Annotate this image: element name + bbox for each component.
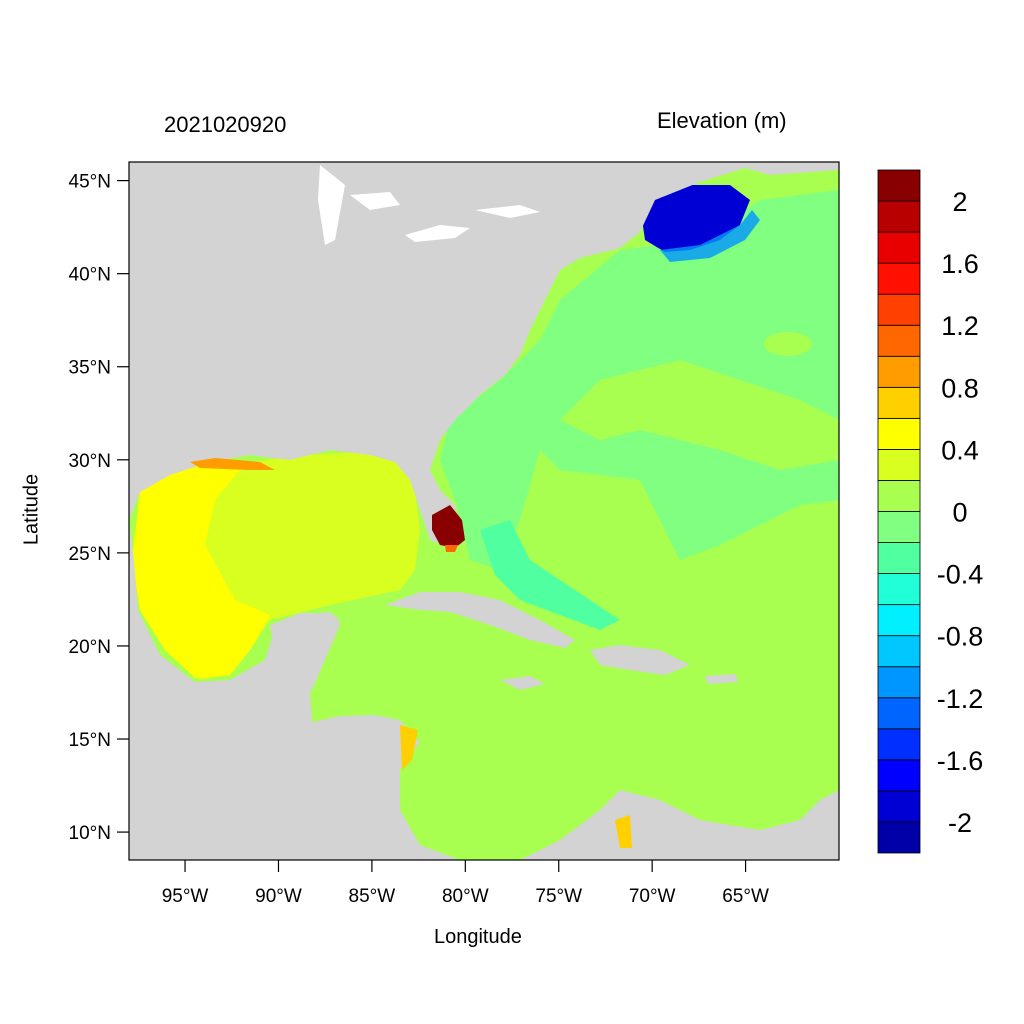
honduras-coast-high (400, 725, 418, 770)
x-tick-label: 80°W (442, 886, 489, 907)
y-tick-label: 40°N (69, 265, 111, 286)
yucatan-land (270, 613, 340, 690)
variable-label: Elevation (m) (657, 108, 787, 133)
colorbar-swatch (877, 293, 921, 326)
great-lakes (318, 165, 540, 245)
colorbar-swatch (877, 573, 921, 606)
x-ticks: 95°W 90°W 85°W 80°W 75°W 70°W 65°W (162, 860, 769, 907)
colorbar-swatch (877, 355, 921, 388)
colorbar-label: 1.2 (941, 311, 979, 341)
louisiana-coast-high (190, 458, 275, 470)
y-tick-label: 25°N (69, 544, 111, 565)
jamaica-land (500, 676, 545, 690)
colorbar-swatch (877, 511, 921, 543)
colorbar-label: -0.8 (937, 622, 984, 652)
date-label: 2021020920 (164, 112, 287, 137)
colorbar-swatch (877, 604, 921, 637)
colorbar-swatch (877, 790, 921, 823)
gulf-of-maine-edge (660, 210, 760, 262)
y-tick-label: 30°N (69, 451, 111, 472)
x-tick-label: 75°W (535, 886, 582, 907)
colorbar-swatch (877, 449, 921, 481)
colorbar-swatch (877, 200, 921, 233)
venezuela-coast-high (615, 815, 632, 848)
map-frame (128, 161, 840, 861)
y-tick-label: 10°N (69, 823, 111, 844)
colorbar-label: 2 (952, 187, 967, 217)
colorbar-swatch (877, 480, 921, 512)
colorbar-swatch (877, 386, 921, 419)
colorbar-swatch (877, 417, 921, 450)
atlantic-patch-east (764, 332, 812, 356)
colorbar-swatch (877, 697, 921, 730)
cuba-land (385, 592, 575, 648)
colorbar-label: -2 (948, 808, 972, 838)
colorbar-swatch (877, 821, 921, 854)
colorbar-swatch (877, 262, 921, 295)
colorbar-swatch (877, 542, 921, 574)
bahamas-region (480, 520, 620, 630)
y-tick-label: 15°N (69, 730, 111, 751)
x-tick-label: 90°W (255, 886, 302, 907)
colorbar-label: 0.8 (941, 373, 979, 403)
y-tick-label: 45°N (69, 172, 111, 193)
colorbar-label: 1.6 (941, 249, 979, 279)
colorbar-label: 0.4 (941, 435, 979, 465)
colorbar-swatch (877, 635, 921, 668)
colorbar-swatch (877, 231, 921, 264)
colorbar-label: -1.2 (937, 684, 984, 714)
y-ticks: 45°N 40°N 35°N 30°N 25°N 20°N 15°N 10°N (69, 172, 129, 844)
south-america-land (460, 790, 839, 860)
x-tick-label: 95°W (162, 886, 209, 907)
x-tick-label: 70°W (629, 886, 676, 907)
colorbar-label: 0 (952, 498, 967, 528)
colorbar-swatch (877, 728, 921, 761)
florida-keys-high (445, 545, 458, 552)
colorbar-swatch (877, 169, 921, 202)
atlantic-interior-patch (560, 360, 839, 470)
map-area (129, 162, 839, 860)
colorbar-label: -0.4 (937, 560, 984, 590)
x-tick-label: 65°W (722, 886, 769, 907)
x-tick-label: 85°W (349, 886, 396, 907)
puerto-rico-land (705, 674, 738, 684)
colorbar-swatch (877, 666, 921, 699)
western-gulf-yellow (132, 465, 270, 678)
north-america-land (129, 162, 839, 548)
south-florida-high (432, 505, 465, 548)
x-axis-label: Longitude (434, 926, 522, 948)
y-tick-label: 35°N (69, 358, 111, 379)
colorbar: 2 1.6 1.2 0.8 0.4 0 -0.4 -0.8 -1.2 -1.6 -2 (877, 169, 984, 854)
colorbar-swatch (877, 759, 921, 792)
colorbar-label: -1.6 (937, 746, 984, 776)
hispaniola-land (590, 645, 690, 675)
y-tick-label: 20°N (69, 637, 111, 658)
colorbar-swatch (877, 324, 921, 357)
